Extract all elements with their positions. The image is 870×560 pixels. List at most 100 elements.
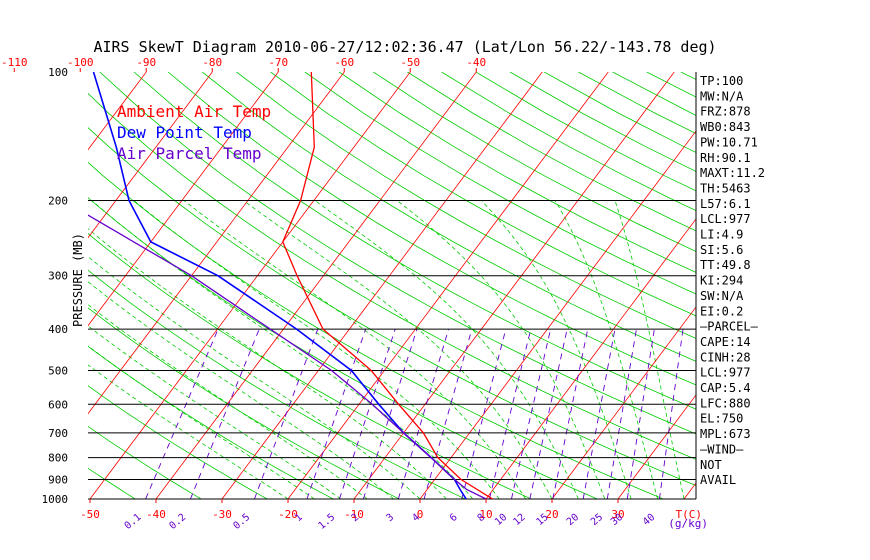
stability-index: MPL:673 [700,427,751,441]
dry-adiabat [88,92,696,460]
bottom-temperature-tick-label: 0 [417,508,424,521]
top-temperature-tick-label: -100 [67,56,94,69]
dry-adiabat [236,72,696,339]
pressure-tick-label: 300 [48,270,68,283]
pressure-tick-label: 800 [48,452,68,465]
dry-adiabat [373,72,696,252]
isobar-lines [88,72,697,500]
stability-index: MAXT:11.2 [700,166,765,180]
mixing-ratio-tick-label: 12 [511,512,527,528]
moist-adiabat [88,304,368,499]
y-axis-label: PRESSURE (MB) [71,233,85,327]
dry-adiabat [88,197,598,499]
mixing-ratio-line [362,328,418,499]
mixing-ratio-line [339,328,396,499]
stability-index: LI:4.9 [700,228,743,242]
mixing-ratio-tick-label: 2 [350,512,362,524]
dry-adiabat [304,72,696,295]
dry-adiabat [88,425,202,499]
bottom-axis-unit: T(C) [676,508,703,521]
mixing-ratio-tick-label: 10 [493,512,509,528]
dry-adiabat [133,72,696,410]
dry-adiabat [88,161,664,499]
mixing-ratio-tick-label: 0.1 [123,512,144,532]
mixing-ratio-line [658,329,684,499]
dry-adiabat [509,72,696,172]
legend-entry: Air Parcel Temp [117,144,262,163]
mixing-ratio-line [606,329,637,499]
mixing-ratio-tick-label: 8 [476,512,488,524]
pressure-tick-label: 1000 [42,493,69,506]
bottom-temperature-tick-label: -10 [344,508,364,521]
pressure-axis: 100 200 300 400 500 600 700 800 900 1000 [42,66,69,506]
stability-index: EL:750 [700,412,743,426]
mixing-ratio-tick-label: 0.5 [231,512,252,532]
pressure-tick-label: 500 [48,364,68,377]
pressure-tick-label: 400 [48,323,68,336]
pressure-tick-label: 900 [48,473,68,486]
mixing-ratio-line [552,328,589,499]
stability-index: MW:N/A [700,89,744,103]
mixing-ratio-unit: (g/kg) [668,517,708,530]
mixing-ratio-tick-label: 25 [589,512,605,528]
stability-index: PW:10.71 [700,135,758,149]
pressure-tick-label: 700 [48,427,68,440]
stability-index: LFC:880 [700,396,751,410]
moist-adiabat [91,200,474,499]
stability-index: RH:90.1 [700,151,751,165]
stability-index: TT:49.8 [700,258,751,272]
stability-index: —WIND— [700,442,744,456]
moist-adiabat [133,200,500,499]
dry-adiabat [88,269,466,499]
isotherm-line [419,130,696,499]
mixing-ratio-line [397,328,450,499]
isotherm-line [551,306,696,499]
stability-index: LCL:977 [700,212,751,226]
dry-adiabat [88,307,400,499]
dry-adiabat [88,467,136,499]
dry-adiabat [338,72,696,273]
stability-index: TP:100 [700,74,743,88]
dry-adiabat [646,72,696,98]
mixing-ratio-line [461,328,507,499]
bottom-temperature-tick-label: -50 [80,508,100,521]
bottom-temperature-axis: -50 -40 -30 -20 -10 0 10 20 30 T(C) [80,499,702,521]
stability-index: EI:0.2 [700,304,743,318]
dry-adiabat [88,233,532,499]
stability-index: KI:294 [700,274,743,288]
bottom-temperature-tick-label: -30 [212,508,232,521]
top-temperature-tick-label: -110 [1,56,28,69]
mixing-ratio-line [423,328,473,499]
sounding-series [88,72,493,499]
mixing-ratio-line [529,328,568,499]
legend-entry: Dew Point Temp [117,123,252,142]
isotherm-line [0,72,80,499]
stability-index: FRZ:878 [700,105,751,119]
stability-index: CAP:5.4 [700,381,751,395]
chart-title: AIRS SkewT Diagram 2010-06-27/12:02:36.4… [93,38,716,56]
dry-adiabat [441,72,696,212]
legend-entry: Ambient Air Temp [117,102,271,121]
mixing-ratio-line [582,328,616,499]
isotherm-line [155,72,477,499]
isotherm-line [221,72,543,499]
bottom-temperature-tick-label: 10 [479,508,492,521]
dry-adiabat [202,72,696,362]
pressure-tick-label: 200 [48,195,68,208]
mixing-ratio-line [626,329,655,499]
stability-index: NOT [700,458,722,472]
mixing-ratio-tick-label: 1 [293,512,305,524]
isotherm-line [88,72,213,239]
mixing-ratio-tick-label: 1.5 [316,512,337,532]
stability-index: LCL:977 [700,366,751,380]
mixing-ratio-tick-label: 20 [565,512,581,528]
dry-adiabat [99,72,696,435]
moist-adiabat [396,200,606,499]
stability-index: SI:5.6 [700,243,743,257]
mixing-ratio-line [145,328,219,499]
dry-adiabat [88,385,268,499]
top-temperature-tick-label: -90 [136,56,156,69]
moist-adiabat [614,200,685,499]
pressure-tick-label: 100 [48,66,68,79]
